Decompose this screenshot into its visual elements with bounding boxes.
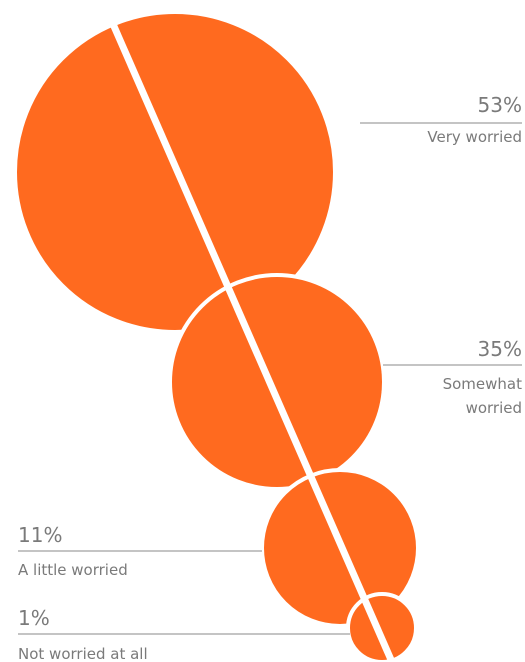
category-label-1: Very worried [427,128,522,146]
bubble-4 [346,592,418,662]
bubble-labels: 53% Very worried 35% Somewhat worried 11% A li… [18,93,522,662]
category-label-2-line-1: Somewhat [443,375,523,393]
category-label-3: A little worried [18,561,128,579]
category-label-4: Not worried at all [18,645,148,662]
separator-line-group [109,22,396,662]
leader-lines [18,122,522,635]
value-label-3: 11% [18,523,62,547]
separator-line [109,22,396,662]
value-label-2: 35% [478,337,522,361]
value-label-4: 1% [18,606,50,630]
bubble-2 [168,273,386,491]
category-label-2-line-2: worried [466,399,522,417]
value-label-1: 53% [478,93,522,117]
